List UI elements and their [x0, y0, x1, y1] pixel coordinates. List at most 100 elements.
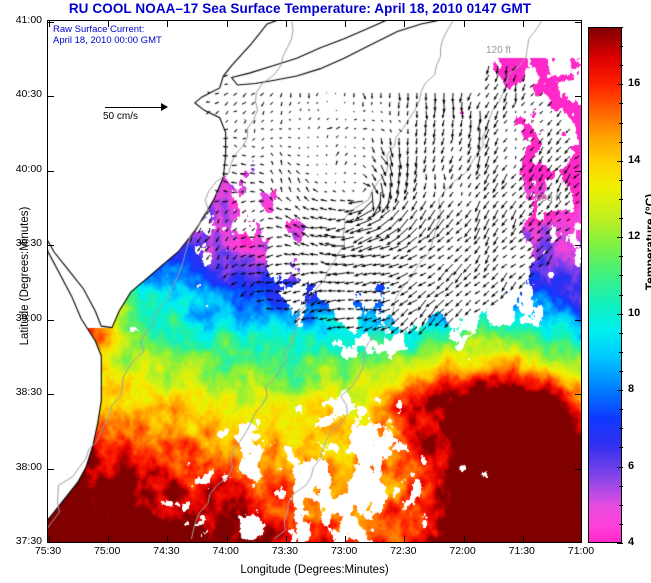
- y-tick-label: 40:30: [15, 88, 42, 101]
- colorbar-tick-label: 12: [628, 230, 641, 243]
- x-tick-mark: [226, 536, 228, 542]
- y-tick-mark: [48, 319, 54, 321]
- x-tick-mark: [345, 21, 347, 27]
- colorbar-minor-tick: [619, 371, 623, 372]
- y-tick-mark: [48, 170, 54, 172]
- current-annotation-line2: April 18, 2010 00:00 GMT: [53, 35, 162, 46]
- x-tick-label: 71:00: [567, 545, 595, 557]
- colorbar-title: Temperature (°C): [643, 193, 651, 291]
- colorbar-tick-mark: [617, 543, 623, 544]
- x-axis-title: Longitude (Degrees:Minutes): [240, 564, 389, 576]
- y-tick-mark: [48, 394, 54, 396]
- colorbar-tick-mark: [617, 313, 623, 315]
- x-tick-mark: [404, 21, 406, 27]
- colorbar-minor-tick: [619, 447, 623, 449]
- x-tick-label: 75:00: [94, 545, 121, 557]
- y-tick-mark: [575, 96, 581, 98]
- x-tick-label: 75:30: [34, 545, 62, 557]
- x-tick-label: 73:00: [330, 545, 358, 557]
- current-annotation: Raw Surface Current: April 18, 2010 00:0…: [53, 24, 162, 46]
- colorbar-tick-label: 14: [628, 153, 641, 166]
- colorbar-minor-tick: [619, 199, 623, 200]
- colorbar-minor-tick: [619, 294, 623, 296]
- y-tick-mark: [48, 468, 54, 470]
- x-tick-mark: [522, 21, 524, 27]
- x-tick-mark: [404, 536, 406, 542]
- colorbar-tick-mark: [617, 390, 623, 392]
- y-tick-mark: [575, 22, 581, 23]
- x-tick-mark: [226, 21, 228, 27]
- y-tick-label: 40:00: [15, 162, 42, 175]
- colorbar-minor-tick: [619, 179, 623, 181]
- x-tick-label: 73:30: [271, 545, 299, 557]
- x-tick-label: 72:00: [449, 545, 476, 557]
- colorbar-minor-tick: [619, 46, 623, 48]
- y-axis-title: Latitude (Degrees:Minutes): [19, 206, 31, 346]
- scale-arrow-head-icon: [161, 103, 168, 112]
- colorbar-tick-mark: [617, 237, 623, 239]
- colorbar-minor-tick: [619, 409, 623, 411]
- x-tick-label: 72:30: [390, 545, 417, 557]
- colorbar-minor-tick: [619, 504, 623, 506]
- colorbar-minor-tick: [619, 218, 623, 220]
- x-tick-mark: [108, 536, 110, 542]
- x-tick-mark: [285, 536, 287, 542]
- x-tick-label: 71:30: [508, 545, 535, 557]
- x-tick-mark: [463, 536, 465, 542]
- x-tick-label: 74:30: [153, 545, 180, 557]
- scale-bar-label: 50 cm/s: [103, 111, 139, 122]
- x-tick-mark: [108, 21, 110, 27]
- colorbar-tick-label: 16: [628, 77, 641, 90]
- y-tick-label: 38:30: [15, 386, 42, 399]
- x-tick-mark: [345, 536, 347, 542]
- map-plot-area[interactable]: Raw Surface Current: April 18, 2010 00:0…: [47, 20, 582, 543]
- depth-contour-label-600ft: 600 ft: [536, 193, 562, 204]
- x-tick-label: 74:00: [212, 545, 239, 557]
- x-tick-mark: [49, 21, 50, 27]
- colorbar-minor-tick: [619, 103, 623, 105]
- x-tick-mark: [522, 536, 524, 542]
- x-tick-mark: [167, 536, 169, 542]
- y-tick-label: 38:00: [15, 460, 42, 473]
- x-tick-mark: [167, 21, 169, 27]
- y-tick-label: 39:30: [15, 237, 42, 250]
- y-tick-mark: [575, 394, 581, 396]
- colorbar-minor-tick: [619, 65, 623, 67]
- y-tick-mark: [575, 170, 581, 172]
- colorbar-tick-mark: [617, 84, 623, 86]
- y-tick-mark: [575, 468, 581, 470]
- y-tick-mark: [575, 245, 581, 247]
- depth-contour-label-120ft: 120 ft: [486, 45, 512, 56]
- colorbar-minor-tick: [619, 122, 623, 124]
- y-tick-mark: [48, 245, 54, 247]
- colorbar-tick-label: 10: [628, 306, 641, 319]
- colorbar-minor-tick: [619, 275, 623, 277]
- y-tick-label: 39:00: [15, 311, 42, 324]
- x-tick-mark: [285, 21, 287, 27]
- y-tick-mark: [575, 319, 581, 321]
- current-annotation-line1: Raw Surface Current:: [53, 24, 145, 35]
- scale-arrow-shaft: [105, 107, 163, 108]
- y-tick-mark: [48, 22, 54, 23]
- colorbar-minor-tick: [619, 256, 623, 258]
- colorbar-minor-tick: [619, 485, 623, 487]
- colorbar-gradient: [588, 27, 622, 543]
- y-tick-label: 41:00: [15, 14, 42, 26]
- colorbar-tick-label: 4: [628, 536, 635, 548]
- colorbar-minor-tick: [619, 27, 623, 28]
- colorbar: 4 6 8 10 12 14 16: [588, 27, 640, 548]
- colorbar-minor-tick: [619, 141, 623, 143]
- y-tick-mark: [48, 96, 54, 98]
- x-tick-mark: [463, 21, 465, 27]
- colorbar-tick-mark: [617, 160, 623, 162]
- colorbar-minor-tick: [619, 428, 623, 430]
- colorbar-minor-tick: [619, 351, 623, 353]
- colorbar-minor-tick: [619, 332, 623, 334]
- colorbar-tick-mark: [617, 466, 623, 468]
- colorbar-tick-label: 8: [628, 383, 635, 396]
- figure-title: RU COOL NOAA–17 Sea Surface Temperature:…: [68, 1, 532, 16]
- colorbar-minor-tick: [619, 523, 623, 525]
- velocity-scale-bar: 50 cm/s: [95, 99, 191, 125]
- x-tick-mark: [49, 536, 50, 542]
- colorbar-tick-label: 6: [628, 459, 635, 472]
